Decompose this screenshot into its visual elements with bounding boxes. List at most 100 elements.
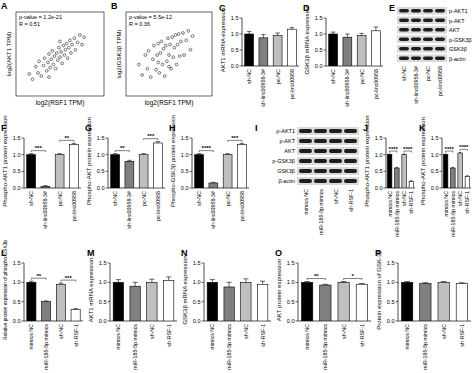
x-tick-label: mimics NC — [304, 324, 310, 350]
x-tick-label: sh-RSF-1 — [459, 324, 465, 347]
error-bar — [459, 282, 465, 284]
scatter-point — [40, 75, 43, 78]
error-bar — [59, 283, 64, 284]
y-tick-label: 1.5 — [193, 260, 201, 266]
y-tick — [396, 282, 399, 283]
y-tick — [440, 188, 443, 189]
y-tick — [202, 282, 205, 283]
y-axis — [192, 138, 193, 188]
error-bar — [197, 154, 201, 155]
x-tick-label: sh-NC — [401, 191, 407, 206]
annotation: R = 0.51 — [19, 21, 40, 27]
scatter-point — [50, 58, 53, 61]
x-tick-label: sh-RSF-1 — [73, 324, 79, 347]
blot-band — [435, 47, 445, 51]
error-bar — [127, 160, 131, 161]
scatter-point — [147, 49, 150, 52]
blot-band — [344, 159, 357, 163]
y-tick — [108, 321, 111, 322]
y-tick-label: 0.0 — [13, 318, 21, 324]
error-bar — [396, 167, 398, 169]
bar — [237, 145, 246, 188]
y-tick-label: 1.5 — [13, 135, 21, 141]
blot-band — [314, 129, 327, 133]
blot-band — [435, 19, 445, 23]
y-tick — [296, 263, 299, 264]
bars — [207, 279, 268, 321]
scatter-point — [83, 36, 86, 39]
significance-label: ** — [120, 145, 125, 151]
y-axis — [326, 18, 327, 66]
blot-band — [299, 159, 312, 163]
bar — [195, 155, 204, 188]
y-tick — [240, 18, 243, 19]
error-bar — [240, 143, 244, 144]
bar — [451, 168, 455, 188]
y-tick-label: 0.0 — [231, 63, 239, 69]
scatter-point — [66, 57, 69, 60]
scatter-point — [74, 48, 77, 51]
scatter-point — [179, 40, 182, 43]
y-axis — [24, 263, 25, 321]
bar — [163, 280, 173, 321]
blot-band — [399, 57, 409, 61]
x-tick-label: sh-linc00958-3# — [344, 69, 350, 107]
x-tick-label: mimics NC — [209, 324, 215, 350]
error-bar — [410, 180, 412, 182]
y-axis — [398, 263, 399, 321]
bars — [401, 282, 467, 321]
scatter-point — [69, 39, 72, 42]
y-axis-label: Protein expression of GSK-3β — [376, 250, 382, 330]
scatter-point — [51, 49, 54, 52]
y-tick — [396, 263, 399, 264]
blot-band — [314, 169, 327, 173]
y-tick — [296, 282, 299, 283]
blot-strip — [397, 26, 447, 34]
bar — [241, 282, 251, 321]
scatter-point — [60, 51, 63, 54]
x-tick-label: pc-linc00958 — [239, 191, 245, 221]
scatter-point — [156, 54, 159, 57]
significance-label: ** — [36, 273, 41, 279]
error-bar — [331, 32, 335, 34]
scatter-point — [174, 34, 177, 37]
x-tick-label: sh-linc00958-3# — [42, 191, 48, 229]
y-tick — [384, 188, 387, 189]
bar — [27, 155, 36, 188]
blot-band — [329, 129, 342, 133]
y-tick — [106, 154, 109, 155]
scatter-point — [162, 47, 165, 50]
bar-panel: 0.00.51.01.5mimics NCmiR-185-5p mimicssh… — [193, 260, 271, 370]
error-bar — [243, 279, 248, 282]
error-bar — [141, 154, 145, 155]
scatter-point — [59, 40, 62, 43]
x-axis-label: log2(RSF1 TPM) — [145, 99, 194, 107]
bar — [409, 181, 413, 188]
blot-band — [299, 169, 312, 173]
y-tick — [202, 263, 205, 264]
bar — [287, 29, 296, 66]
y-tick-label: 1.5 — [231, 15, 239, 21]
y-tick-label: 0.0 — [181, 185, 189, 191]
scatter-point — [183, 54, 186, 57]
y-tick-label: 0.0 — [193, 318, 201, 324]
y-tick-label: 1.0 — [287, 279, 295, 285]
error-bar — [210, 280, 215, 283]
significance-label: ** — [64, 135, 69, 141]
bar — [371, 31, 380, 66]
x-tick-label: miR-185-5p mimics — [43, 324, 49, 370]
x-tick-label: sh-NC — [441, 324, 447, 339]
scatter-point — [176, 43, 179, 46]
blot-band — [299, 129, 312, 133]
error-bar — [345, 34, 349, 37]
error-bar — [211, 182, 215, 184]
y-tick-label: 1.0 — [13, 279, 21, 285]
x-tick-label: sh-NC — [196, 191, 202, 206]
scatter-point — [67, 46, 70, 49]
x-tick-label: pc-linc00958 — [289, 69, 295, 99]
y-tick-label: 1.0 — [13, 152, 21, 158]
error-bar — [166, 277, 171, 280]
blot-band — [435, 9, 445, 13]
y-tick-label: 1.5 — [97, 135, 105, 141]
x-tick-label: sh-NC — [243, 324, 249, 339]
